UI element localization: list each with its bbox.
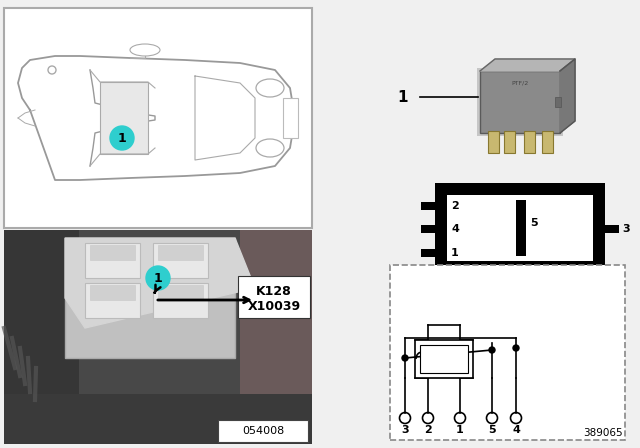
Bar	[480, 71, 560, 133]
Bar	[85, 283, 140, 318]
Bar	[421, 202, 435, 210]
Polygon shape	[480, 59, 575, 71]
Bar	[421, 249, 435, 257]
Bar	[555, 97, 561, 107]
Circle shape	[146, 266, 170, 290]
Text: 1: 1	[118, 132, 126, 145]
Ellipse shape	[256, 139, 284, 157]
Bar	[158, 285, 203, 300]
Text: 4: 4	[451, 224, 459, 234]
Bar	[158, 245, 203, 260]
Text: 4: 4	[512, 425, 520, 435]
Circle shape	[489, 347, 495, 353]
Text: 3: 3	[622, 224, 630, 234]
Bar	[390, 265, 625, 440]
Bar	[100, 82, 148, 154]
Circle shape	[110, 126, 134, 150]
Text: 5: 5	[530, 218, 538, 228]
Bar	[504, 131, 515, 153]
Bar	[90, 245, 135, 260]
Bar	[240, 230, 312, 444]
Text: PTF/2: PTF/2	[511, 81, 529, 86]
Circle shape	[402, 355, 408, 361]
Bar	[605, 225, 619, 233]
Bar	[4, 230, 312, 444]
Text: 1: 1	[397, 90, 408, 104]
Bar	[4, 8, 312, 228]
Text: K128: K128	[256, 284, 292, 297]
Circle shape	[513, 345, 519, 351]
Bar	[421, 225, 435, 233]
Text: 1: 1	[456, 425, 464, 435]
Bar	[435, 183, 605, 273]
Text: 054008: 054008	[242, 426, 284, 436]
Bar	[85, 243, 140, 278]
Bar	[153, 243, 208, 278]
Bar	[218, 420, 308, 442]
Bar	[447, 195, 593, 261]
Bar	[542, 131, 553, 153]
Bar	[4, 230, 79, 444]
Bar	[90, 285, 135, 300]
Text: 1: 1	[451, 248, 459, 258]
Text: 1: 1	[154, 271, 163, 284]
Text: 2: 2	[424, 425, 432, 435]
Ellipse shape	[130, 44, 160, 56]
Bar	[65, 238, 235, 358]
Bar	[516, 200, 526, 256]
Text: X10039: X10039	[248, 300, 301, 313]
Bar	[4, 230, 312, 444]
Text: 5: 5	[488, 425, 496, 435]
Bar	[153, 283, 208, 318]
Text: 389065: 389065	[584, 428, 623, 438]
Ellipse shape	[256, 79, 284, 97]
Bar	[238, 276, 310, 318]
Bar	[524, 131, 535, 153]
Bar	[477, 68, 563, 136]
Bar	[320, 0, 640, 230]
Bar	[488, 131, 499, 153]
Text: 2: 2	[451, 201, 459, 211]
Bar	[283, 98, 298, 138]
Polygon shape	[18, 56, 295, 180]
Polygon shape	[560, 59, 575, 133]
Bar	[4, 394, 312, 444]
Text: 3: 3	[401, 425, 409, 435]
Polygon shape	[65, 238, 255, 328]
Bar	[415, 340, 473, 378]
Bar	[420, 345, 468, 373]
